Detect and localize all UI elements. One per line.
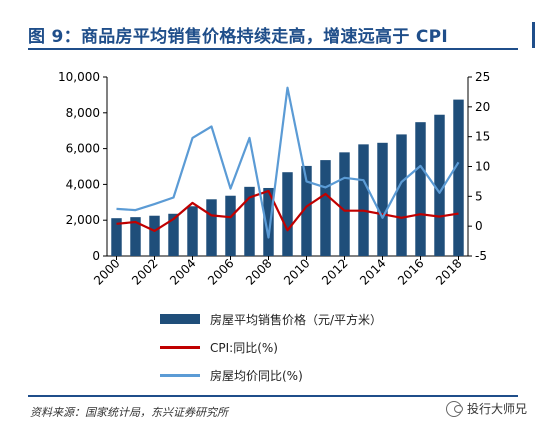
legend-bar-swatch	[160, 314, 200, 324]
footer-divider	[28, 395, 518, 397]
price-bar	[149, 215, 160, 256]
legend-label-cpi: CPI:同比(%)	[210, 340, 278, 355]
price-bar	[453, 99, 464, 256]
price-bar	[263, 187, 274, 256]
price-bar	[396, 134, 407, 256]
watermark-text: 投行大师兄	[467, 402, 528, 416]
x-tick-label: 2018	[433, 256, 464, 287]
y-right-tick-label: 0	[475, 219, 483, 233]
price-bar	[111, 218, 122, 256]
x-tick-label: 2014	[357, 256, 388, 287]
y-right-tick-label: 15	[475, 130, 490, 144]
price-bar	[377, 142, 388, 256]
price-bar	[434, 114, 445, 256]
header-accent-bar	[532, 22, 535, 48]
y-right-tick-label: 25	[475, 70, 490, 84]
legend-item-price: 房屋平均销售价格（元/平方米）	[160, 305, 382, 333]
chart-legend: 房屋平均销售价格（元/平方米） CPI:同比(%) 房屋均价同比(%)	[160, 305, 382, 389]
y-right-tick-label: 5	[475, 189, 483, 203]
title-divider	[28, 48, 518, 50]
source-note: 资料来源：国家统计局，东兴证券研究所	[30, 406, 228, 419]
chart-canvas: 0 2,000 4,000 6,000 8,000 10,000 -5 0 5 10 15 20 25 2…	[58, 70, 490, 288]
y-left-tick-label: 8,000	[66, 106, 100, 120]
price-bar	[301, 165, 312, 256]
y-left-tick-label: 6,000	[66, 142, 100, 156]
x-tick-label: 2008	[243, 256, 274, 287]
x-tick-label: 2010	[281, 256, 312, 287]
y-left-tick-label: 10,000	[58, 70, 100, 84]
y-right-tick-label: 10	[475, 160, 490, 174]
price-bar	[358, 144, 369, 256]
price-bar	[168, 213, 179, 256]
chart-title: 图 9：商品房平均销售价格持续走高，增速远高于 CPI	[28, 27, 449, 47]
line-series	[116, 86, 460, 239]
price-bar	[320, 160, 331, 256]
legend-cpi-swatch	[160, 345, 200, 349]
price-bar	[130, 217, 141, 256]
bar-series	[111, 99, 464, 257]
price-bar	[206, 199, 217, 256]
legend-yoy-swatch	[160, 373, 200, 377]
price-bar	[339, 152, 350, 256]
legend-label-price-yoy: 房屋均价同比(%)	[210, 368, 303, 383]
legend-label-price: 房屋平均销售价格（元/平方米）	[210, 312, 383, 327]
price-yoy-line	[116, 86, 460, 239]
y-left-tick-label: 4,000	[66, 177, 100, 191]
y-right-tick-label: 20	[475, 100, 490, 114]
legend-item-price-yoy: 房屋均价同比(%)	[160, 361, 382, 389]
wechat-icon	[446, 400, 463, 417]
y-left-tick-label: 0	[92, 249, 100, 263]
x-tick-label: 2002	[129, 256, 160, 287]
y-right-tick-label: -5	[475, 249, 487, 263]
price-bar	[187, 206, 198, 256]
legend-item-cpi: CPI:同比(%)	[160, 333, 382, 361]
price-bar	[244, 186, 255, 256]
x-tick-label: 2004	[167, 256, 198, 287]
cpi-line	[116, 189, 459, 232]
y-left-tick-label: 2,000	[66, 213, 100, 227]
price-bar	[225, 195, 236, 256]
price-bar	[282, 172, 293, 256]
x-tick-label: 2012	[319, 256, 350, 287]
x-tick-label: 2016	[395, 256, 426, 287]
x-tick-label: 2006	[205, 256, 236, 287]
price-bar	[415, 122, 426, 257]
watermark: 投行大师兄	[446, 400, 527, 417]
